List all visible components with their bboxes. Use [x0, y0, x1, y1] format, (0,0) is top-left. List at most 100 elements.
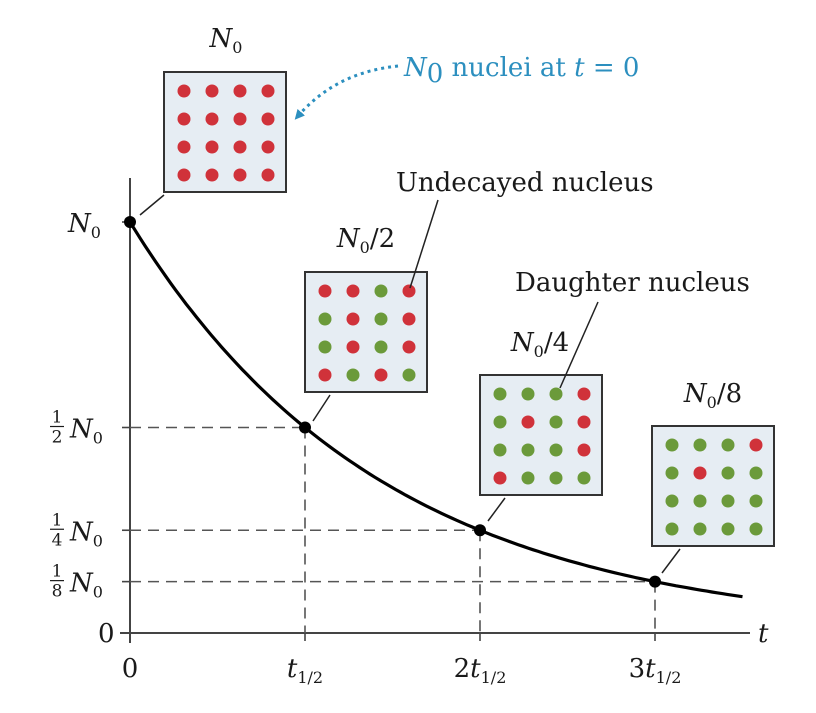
daughter-nucleus-dot: [549, 471, 563, 485]
y-tick: N0: [67, 209, 130, 242]
undecayed-nucleus-dot: [233, 84, 247, 98]
daughter-nucleus-dot: [493, 443, 507, 457]
undecayed-nucleus-dot: [693, 466, 707, 480]
nuclei-boxes: N0 N0/2 N0/4 N0/8: [139, 24, 775, 574]
daughter-nucleus-dot: [749, 522, 763, 536]
callout-rest: nuclei at: [443, 53, 574, 83]
undecayed-nucleus-dot: [402, 312, 416, 326]
daughter-nucleus-dot: [318, 312, 332, 326]
daughter-nucleus-dot: [693, 522, 707, 536]
dashed-guides: [130, 426, 656, 633]
undecayed-nucleus-dot: [577, 387, 591, 401]
x-tick: t1/2: [287, 633, 323, 687]
undecayed-nucleus-dot: [177, 168, 191, 182]
curve-points: [124, 216, 661, 588]
daughter-nucleus-dot: [374, 340, 388, 354]
callout-n-sub: 0: [427, 59, 444, 89]
x-tick: 0: [122, 654, 139, 684]
daughter-nucleus-dot: [749, 494, 763, 508]
daughter-nucleus-dot: [521, 471, 535, 485]
undecayed-nucleus-dot: [177, 84, 191, 98]
undecayed-nucleus-dot: [402, 284, 416, 298]
box-leader-line: [312, 394, 331, 422]
undecayed-nucleus-dot: [205, 112, 219, 126]
daughter-nucleus-dot: [493, 415, 507, 429]
daughter-nucleus-dot: [374, 284, 388, 298]
undecayed-nucleus-dot: [205, 84, 219, 98]
box-leader-line: [487, 497, 506, 522]
y-tick-label: N0: [67, 209, 101, 242]
fraction-denominator: 2: [52, 428, 63, 448]
undecayed-label: Undecayed nucleus: [396, 168, 654, 198]
daughter-nucleus-dot: [693, 494, 707, 508]
undecayed-nucleus-dot: [233, 112, 247, 126]
daughter-nucleus-dot: [549, 443, 563, 457]
nuclei-box: N0: [139, 24, 287, 216]
undecayed-pointer: [409, 199, 439, 289]
undecayed-nucleus-dot: [177, 140, 191, 154]
undecayed-nucleus-dot: [749, 438, 763, 452]
initial-callout: N0 nuclei at t = 0: [403, 53, 639, 89]
fraction-denominator: 8: [52, 582, 63, 602]
callout-eq: = 0: [585, 53, 640, 83]
fraction-denominator: 4: [52, 530, 63, 550]
undecayed-nucleus-dot: [346, 340, 360, 354]
undecayed-nucleus-dot: [261, 112, 275, 126]
nuclei-box: N0/8: [651, 379, 775, 574]
nuclei-box: N0/4: [479, 328, 603, 522]
undecayed-nucleus-dot: [318, 284, 332, 298]
x-tick-label: t1/2: [287, 654, 323, 687]
undecayed-nucleus-dot: [205, 168, 219, 182]
y-tick-label: N0: [69, 569, 103, 602]
curve-point: [474, 524, 486, 537]
x-tick-labels: 0 t1/2 2t1/2 3t1/2: [122, 633, 682, 687]
decay-curve: [128, 221, 743, 599]
daughter-nucleus-dot: [721, 494, 735, 508]
undecayed-nucleus-dot: [577, 415, 591, 429]
undecayed-nucleus-dot: [261, 84, 275, 98]
daughter-nucleus-dot: [493, 387, 507, 401]
y-tick-label: 0: [98, 619, 115, 649]
box-leader-line: [139, 194, 165, 216]
undecayed-nucleus-dot: [233, 168, 247, 182]
y-tick: 12 N0: [50, 408, 130, 448]
x-tick-label: 2t1/2: [454, 654, 507, 687]
x-tick-label: 3t1/2: [629, 654, 682, 687]
undecayed-nucleus-dot: [261, 140, 275, 154]
undecayed-nucleus-dot: [346, 312, 360, 326]
nuclei-box: N0/2: [304, 224, 428, 422]
fraction-numerator: 1: [52, 408, 63, 428]
callout-t: t: [574, 53, 585, 83]
undecayed-nucleus-dot: [577, 443, 591, 457]
undecayed-nucleus-dot: [374, 368, 388, 382]
callout-arrow: [294, 64, 399, 120]
daughter-nucleus-dot: [665, 522, 679, 536]
x-tick: 2t1/2: [454, 633, 507, 687]
daughter-nucleus-dot: [693, 438, 707, 452]
daughter-nucleus-dot: [374, 312, 388, 326]
daughter-nucleus-dot: [721, 466, 735, 480]
daughter-nucleus-dot: [521, 387, 535, 401]
daughter-nucleus-dot: [521, 443, 535, 457]
curve-point: [124, 216, 136, 228]
box-label: N0: [209, 24, 243, 57]
undecayed-nucleus-dot: [205, 140, 219, 154]
undecayed-nucleus-dot: [346, 284, 360, 298]
daughter-nucleus-dot: [665, 494, 679, 508]
y-tick: 0: [98, 619, 130, 649]
daughter-nucleus-dot: [665, 438, 679, 452]
undecayed-nucleus-dot: [233, 140, 247, 154]
box-label: N0/2: [336, 224, 395, 257]
fraction-numerator: 1: [52, 562, 63, 582]
y-tick: 14 N0: [50, 510, 130, 550]
daughter-nucleus-dot: [402, 368, 416, 382]
callout-n: N: [403, 53, 428, 83]
daughter-nucleus-dot: [318, 340, 332, 354]
daughter-nucleus-dot: [577, 471, 591, 485]
curve-point: [299, 421, 311, 434]
daughter-label: Daughter nucleus: [515, 268, 750, 298]
box-leader-line: [661, 548, 681, 574]
